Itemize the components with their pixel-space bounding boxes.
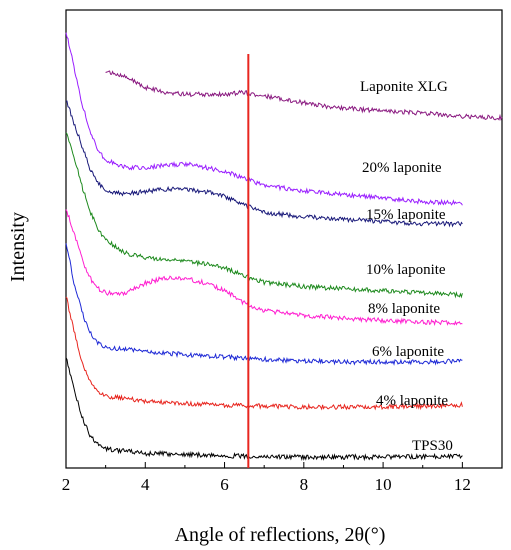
- series-line-4-laponite: [65, 296, 463, 411]
- series-line-10-laponite: [65, 132, 463, 299]
- series-line-tps30: [65, 357, 463, 462]
- x-tick-label: 2: [62, 475, 71, 494]
- y-axis-title: Intensity: [7, 212, 29, 282]
- series-label: 4% laponite: [376, 393, 448, 409]
- series-label: 8% laponite: [368, 301, 440, 317]
- x-ticks: 2 4 6 8 10 12: [62, 462, 471, 494]
- series-layer: [65, 32, 503, 462]
- series-label: 10% laponite: [366, 262, 446, 278]
- series-label: 6% laponite: [372, 344, 444, 360]
- series-labels: TPS30 4% laponite 6% laponite 8% laponite 10…: [360, 79, 453, 454]
- x-tick-label: 8: [300, 475, 309, 494]
- series-label: 20% laponite: [362, 160, 442, 176]
- series-line-8-laponite: [65, 209, 463, 327]
- series-label: 15% laponite: [366, 207, 446, 223]
- series-label: Laponite XLG: [360, 79, 448, 95]
- series-line-laponite-xlg: [105, 70, 503, 121]
- x-tick-label: 4: [141, 475, 150, 494]
- series-line-20-laponite: [65, 32, 463, 206]
- x-tick-label: 10: [375, 475, 392, 494]
- series-line-6-laponite: [65, 243, 463, 366]
- x-tick-label: 12: [454, 475, 471, 494]
- plot-frame: [65, 9, 503, 469]
- x-tick-label: 6: [220, 475, 229, 494]
- x-axis-title: Angle of reflections, 2θ(°): [175, 524, 386, 546]
- series-label: TPS30: [412, 438, 453, 454]
- series-line-15-laponite: [65, 100, 463, 228]
